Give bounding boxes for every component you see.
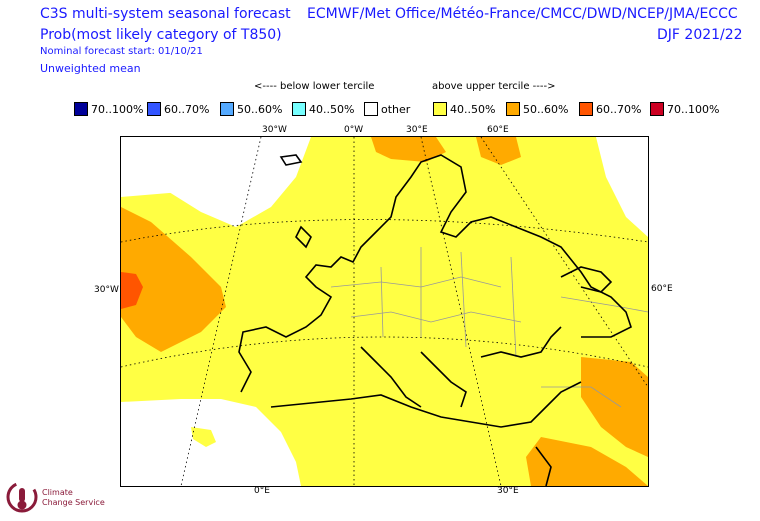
legend-label: 50..60% [237, 102, 283, 116]
lon-label-bottom: 30°E [497, 486, 519, 496]
forecast-map [120, 136, 649, 487]
logo-text: Climate Change Service [42, 488, 105, 508]
season: DJF 2021/22 [657, 27, 743, 43]
legend-item: 60..70% [147, 101, 209, 117]
country-border [460, 251, 467, 348]
legend-item: 40..50% [292, 101, 354, 117]
graticule-line [180, 137, 262, 486]
forecast-start: Nominal forecast start: 01/10/21 [40, 46, 203, 57]
legend-swatch [506, 102, 520, 116]
white-other-region [596, 137, 648, 237]
legend-label: 40..50% [309, 102, 355, 116]
legend-swatch [220, 102, 234, 116]
red-60-70-region [121, 272, 143, 309]
country-border [380, 266, 384, 338]
legend-label: 40..50% [450, 102, 496, 116]
coastline [295, 225, 312, 249]
logo-text-line2: Change Service [42, 498, 105, 507]
legend-swatch [650, 102, 664, 116]
graticule-line [420, 137, 502, 486]
legend-swatch [433, 102, 447, 116]
orange-50-60-region [526, 437, 648, 486]
coastline [535, 446, 552, 486]
coastline [270, 381, 582, 428]
lon-label-top: 30°E [406, 125, 428, 135]
legend-item: 40..50% [433, 101, 495, 117]
yellow-40-50-region [191, 427, 216, 447]
country-border [350, 311, 522, 323]
legend-label: 60..70% [596, 102, 642, 116]
lat-label-left: 30°W [94, 285, 119, 295]
graticule-line [121, 219, 648, 243]
legend-label: 50..60% [523, 102, 569, 116]
centres: ECMWF/Met Office/Météo-France/CMCC/DWD/N… [307, 6, 738, 22]
coastline [238, 154, 632, 393]
legend-swatch [579, 102, 593, 116]
country-border [510, 256, 517, 358]
legend-swatch [364, 102, 378, 116]
lon-label-top: 60°E [487, 125, 509, 135]
yellow-40-50-region [121, 137, 648, 486]
below-tercile-caption: <---- below lower tercile [254, 81, 375, 92]
climate-logo-icon [6, 481, 38, 513]
legend-swatch [147, 102, 161, 116]
lon-label-top: 30°W [262, 125, 287, 135]
legend-item: other [364, 101, 410, 117]
unweighted-mean: Unweighted mean [40, 62, 141, 75]
title-line2: Prob(most likely category of T850) [40, 27, 282, 43]
legend-item: 60..70% [579, 101, 641, 117]
coastline [360, 346, 422, 408]
legend-item: 70..100% [74, 101, 143, 117]
coastline [279, 154, 303, 166]
copernicus-logo [4, 478, 40, 520]
legend-item: 50..60% [506, 101, 568, 117]
coastlines [238, 154, 632, 486]
country-borders [330, 247, 648, 408]
orange-50-60-region [581, 357, 648, 457]
lon-label-bottom: 0°E [254, 486, 270, 496]
legend-item: 70..100% [650, 101, 719, 117]
coastline [480, 326, 562, 358]
country-border [541, 386, 622, 408]
legend-label: 60..70% [164, 102, 210, 116]
legend-label: 70..100% [91, 102, 144, 116]
title-line1: C3S multi-system seasonal forecast [40, 6, 291, 22]
coastline [560, 266, 613, 293]
logo-text-line1: Climate [42, 488, 73, 497]
orange-50-60-region [371, 137, 446, 162]
legend-item: 50..60% [220, 101, 282, 117]
map-canvas [121, 137, 648, 486]
above-tercile-caption: above upper tercile ----> [432, 81, 556, 92]
orange-50-60-region [476, 137, 521, 165]
white-other-region [131, 137, 311, 227]
graticule-line [480, 137, 648, 388]
lat-label-right: 60°E [651, 284, 673, 294]
legend-label: other [381, 102, 411, 116]
orange-50-60-region [121, 207, 226, 352]
legend-label: 70..100% [667, 102, 720, 116]
legend-swatch [74, 102, 88, 116]
legend-swatch [292, 102, 306, 116]
coastline [420, 351, 467, 408]
graticule [121, 137, 648, 486]
lon-label-top: 0°W [344, 125, 364, 135]
